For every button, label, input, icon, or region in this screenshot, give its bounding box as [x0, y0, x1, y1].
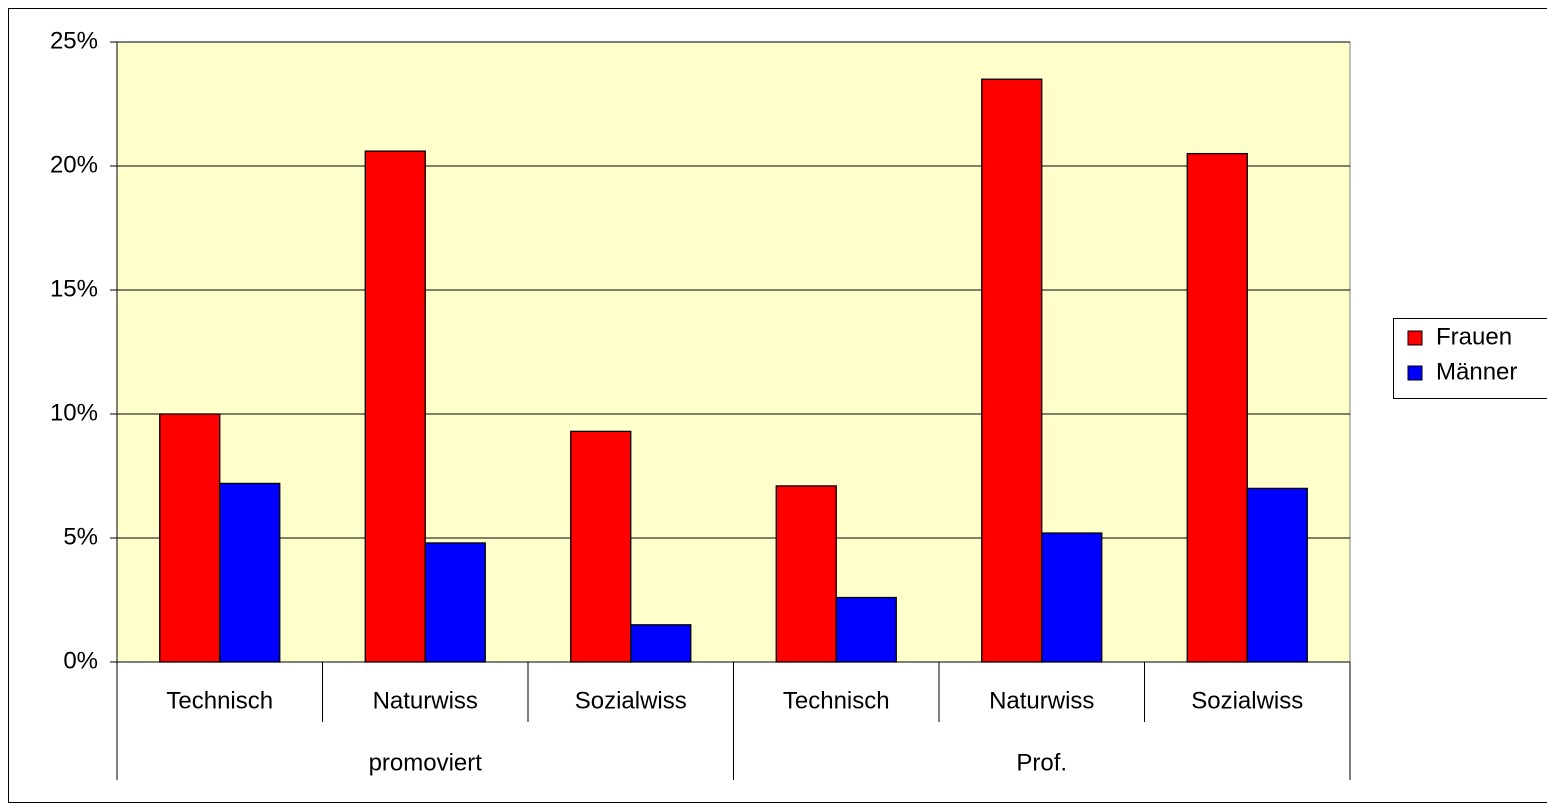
y-tick-label: 10%: [50, 399, 98, 426]
bar: [981, 78, 1043, 663]
bar: [1186, 152, 1248, 663]
bar: [364, 150, 426, 663]
bar: [630, 624, 692, 663]
y-tick-label: 20%: [50, 151, 98, 178]
bar: [424, 542, 486, 663]
bar: [1246, 487, 1308, 663]
x-tick-label: Sozialwiss: [1191, 687, 1303, 714]
plot-area: [116, 41, 1351, 663]
y-tick-label: 25%: [50, 27, 98, 54]
bar: [835, 596, 897, 663]
x-tick-label: Technisch: [783, 687, 890, 714]
x-tick-label: Technisch: [166, 687, 273, 714]
y-tick-label: 0%: [63, 647, 98, 674]
group-label: Prof.: [1016, 749, 1067, 776]
y-tick-label: 15%: [50, 275, 98, 302]
group-label: promoviert: [369, 749, 483, 776]
bar: [775, 485, 837, 663]
y-tick-label: 5%: [63, 523, 98, 550]
bar: [570, 430, 632, 663]
legend-label: Frauen: [1436, 323, 1512, 350]
legend-swatch: [1407, 365, 1423, 381]
bar: [1041, 532, 1103, 663]
bar: [219, 482, 281, 663]
legend-label: Männer: [1436, 358, 1517, 385]
x-tick-label: Naturwiss: [989, 687, 1094, 714]
x-tick-label: Naturwiss: [373, 687, 478, 714]
x-tick-label: Sozialwiss: [575, 687, 687, 714]
legend-swatch: [1407, 330, 1423, 346]
bar: [159, 413, 221, 663]
